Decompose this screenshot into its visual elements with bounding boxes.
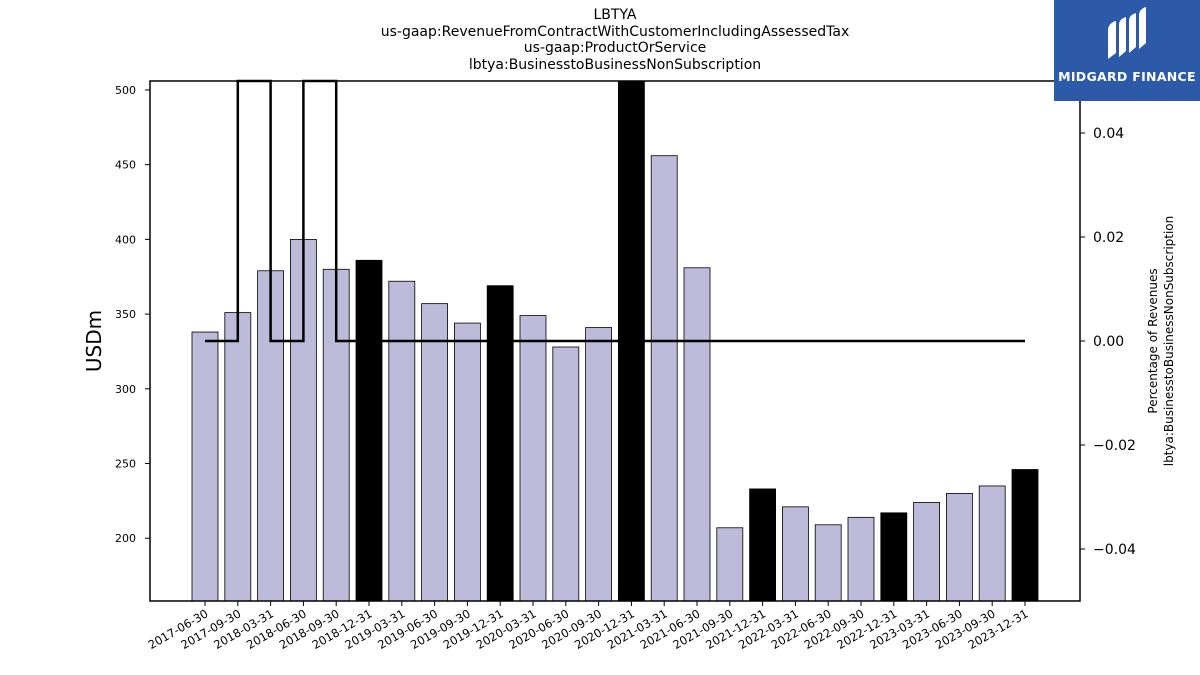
bar-2022-06-30 bbox=[814, 524, 842, 602]
y-tick-label: 200 bbox=[115, 532, 136, 545]
percentage-line-group bbox=[205, 79, 1025, 343]
midgard-finance-logo: MIDGARD FINANCE bbox=[1054, 0, 1200, 101]
logo-mark-icon bbox=[1108, 7, 1146, 59]
bar-2023-03-31 bbox=[913, 501, 940, 602]
y-right-tick-label: 0.04 bbox=[1093, 126, 1124, 142]
y-tick-label: 250 bbox=[115, 458, 136, 471]
bar-2023-12-31 bbox=[1011, 469, 1039, 602]
bar-2022-12-31 bbox=[880, 512, 908, 602]
y-axis-left: 200 250 300 350 400 450 500 bbox=[115, 84, 150, 545]
bar-2022-03-31 bbox=[782, 506, 809, 602]
bar-2021-12-31 bbox=[749, 488, 776, 602]
y-tick-label: 350 bbox=[115, 308, 136, 321]
bar-2017-06-30 bbox=[191, 331, 219, 602]
bar-2020-06-30 bbox=[552, 346, 580, 602]
bar-2019-12-31 bbox=[486, 285, 514, 602]
chart-title: LBTYA us-gaap:RevenueFromContractWithCus… bbox=[150, 7, 1080, 73]
y-tick-label: 300 bbox=[115, 383, 136, 396]
y-axis-right-label-line2: lbtya:BusinesstoBusinessNonSubscription bbox=[1162, 216, 1176, 467]
bar-2019-03-31 bbox=[388, 280, 416, 602]
percentage-line bbox=[205, 79, 1025, 343]
y-right-tick-label: 0.00 bbox=[1093, 334, 1124, 350]
bar-2023-09-30 bbox=[978, 485, 1006, 602]
title-line-concept: us-gaap:RevenueFromContractWithCustomerI… bbox=[380, 23, 850, 40]
bar-2022-09-30 bbox=[847, 516, 875, 602]
bar-2019-09-30 bbox=[453, 322, 481, 602]
y-tick-label: 400 bbox=[115, 233, 136, 246]
y-tick-label: 500 bbox=[115, 84, 136, 97]
y-axis-right-label-line1: Percentage of Revenues bbox=[1146, 268, 1160, 413]
bar-2017-09-30 bbox=[224, 312, 252, 602]
bar-2021-06-30 bbox=[683, 267, 711, 602]
y-right-tick-label: −0.02 bbox=[1093, 438, 1136, 454]
bar-2018-12-31 bbox=[355, 259, 383, 602]
y-tick-label: 450 bbox=[115, 159, 136, 172]
bar-2020-09-30 bbox=[585, 327, 612, 602]
y-right-tick-label: −0.04 bbox=[1093, 542, 1136, 558]
logo-text: MIDGARD FINANCE bbox=[1058, 69, 1196, 84]
y-axis-right: −0.04 −0.02 0.00 0.02 0.04 bbox=[1080, 126, 1136, 558]
y-axis-label: USDm bbox=[82, 310, 106, 372]
bar-2019-06-30 bbox=[421, 303, 449, 602]
bars-group bbox=[191, 80, 1039, 602]
title-line-member: lbtya:BusinesstoBusinessNonSubscription bbox=[468, 56, 762, 73]
bar-2021-09-30 bbox=[716, 527, 744, 602]
title-line-ticker: LBTYA bbox=[593, 7, 637, 23]
y-right-tick-label: 0.02 bbox=[1093, 230, 1124, 246]
bar-2023-06-30 bbox=[946, 493, 973, 602]
bar-2021-03-31 bbox=[650, 155, 678, 602]
title-line-axis: us-gaap:ProductOrService bbox=[523, 40, 707, 56]
x-axis: 2017-06-302017-09-302018-03-312018-06-30… bbox=[146, 601, 1031, 652]
bar-2020-03-31 bbox=[519, 315, 547, 602]
